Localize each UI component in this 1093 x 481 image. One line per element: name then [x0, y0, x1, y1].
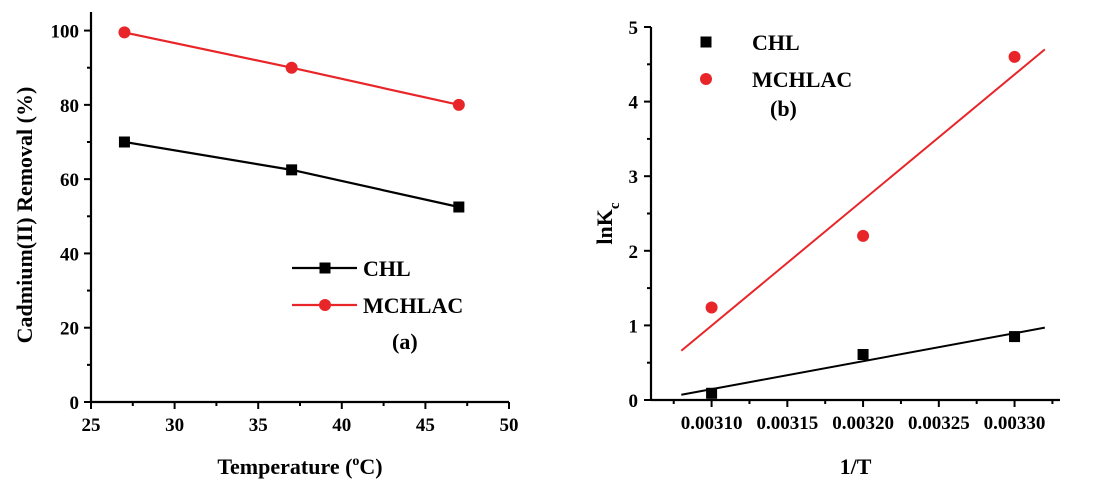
data-point-mchlac	[118, 26, 131, 39]
legend-marker-mchlac	[700, 73, 712, 85]
y-tick-label: 0	[629, 391, 639, 412]
x-tick-label: 30	[165, 415, 184, 436]
legend-a: CHL MCHLAC	[292, 256, 463, 318]
legend-b: CHL MCHLAC	[700, 30, 852, 92]
data-point-chl	[453, 201, 465, 213]
x-axis-label: 1/T	[840, 454, 872, 479]
panel-a-temperature-removal: 25 30 35 40 45 50 0 20 40 60 80 100 Temperature (oC)…	[12, 12, 519, 479]
panel-b-lnkc-vs-inverse-t: 0.00310 0.00315 0.00320 0.00325 0.00330 0 1 2 3 4…	[592, 18, 1060, 479]
y-tick-label: 5	[629, 18, 639, 39]
y-axis-label-main: lnK	[592, 209, 617, 244]
x-tick-label: 25	[82, 415, 101, 436]
x-axis-label-sup: o	[352, 454, 359, 469]
x-tick-label: 0.00310	[681, 413, 743, 434]
x-tick-label: 0.00325	[908, 413, 970, 434]
x-axis-label-tail: C)	[359, 454, 382, 479]
y-axis-label: lnKc	[592, 202, 623, 244]
panel-label: (b)	[770, 96, 797, 121]
fit-line-mchlac	[680, 48, 1046, 352]
legend-label-chl: CHL	[752, 30, 800, 55]
fit-line-chl	[681, 326, 1046, 396]
x-tick-label: 45	[416, 415, 435, 436]
data-point-chl	[286, 164, 298, 176]
x-axis-label: Temperature (oC)	[217, 454, 382, 479]
x-tick-label: 40	[332, 415, 351, 436]
data-point-mchlac	[285, 61, 298, 74]
legend-label-mchlac: MCHLAC	[363, 293, 463, 318]
panel-label: (a)	[392, 329, 418, 354]
data-point-mchlac	[857, 229, 870, 242]
x-axis-label-main: Temperature (	[217, 454, 352, 479]
data-point-mchlac	[1008, 50, 1021, 63]
x-tick-label: 0.00320	[832, 413, 894, 434]
data-point-mchlac	[705, 301, 718, 314]
data-point-chl	[1009, 331, 1021, 343]
y-tick-label: 3	[629, 167, 639, 188]
y-tick-label: 0	[70, 393, 80, 414]
x-tick-label: 35	[249, 415, 268, 436]
x-tick-label: 0.00315	[756, 413, 818, 434]
y-tick-label: 100	[51, 22, 80, 43]
data-point-chl	[118, 136, 130, 148]
legend-label-mchlac: MCHLAC	[752, 67, 852, 92]
data-point-mchlac	[452, 98, 465, 111]
legend-marker-chl	[700, 36, 712, 48]
y-tick-label: 4	[629, 93, 639, 114]
y-axis-label: Cadmium(II) Removal (%)	[12, 87, 37, 344]
y-tick-label: 80	[60, 96, 79, 117]
data-point-chl	[857, 348, 869, 360]
x-tick-label: 0.00330	[984, 413, 1046, 434]
y-tick-label: 60	[60, 170, 79, 191]
data-point-chl	[706, 387, 718, 399]
y-tick-label: 1	[629, 316, 639, 337]
y-tick-label: 2	[629, 242, 639, 263]
y-tick-label: 20	[60, 319, 79, 340]
legend-marker-chl	[319, 262, 331, 274]
y-tick-label: 40	[60, 244, 79, 265]
legend-label-chl: CHL	[363, 256, 411, 281]
x-tick-label: 50	[500, 415, 519, 436]
y-axis-label-sub: c	[607, 202, 623, 209]
legend-marker-mchlac	[319, 299, 331, 311]
